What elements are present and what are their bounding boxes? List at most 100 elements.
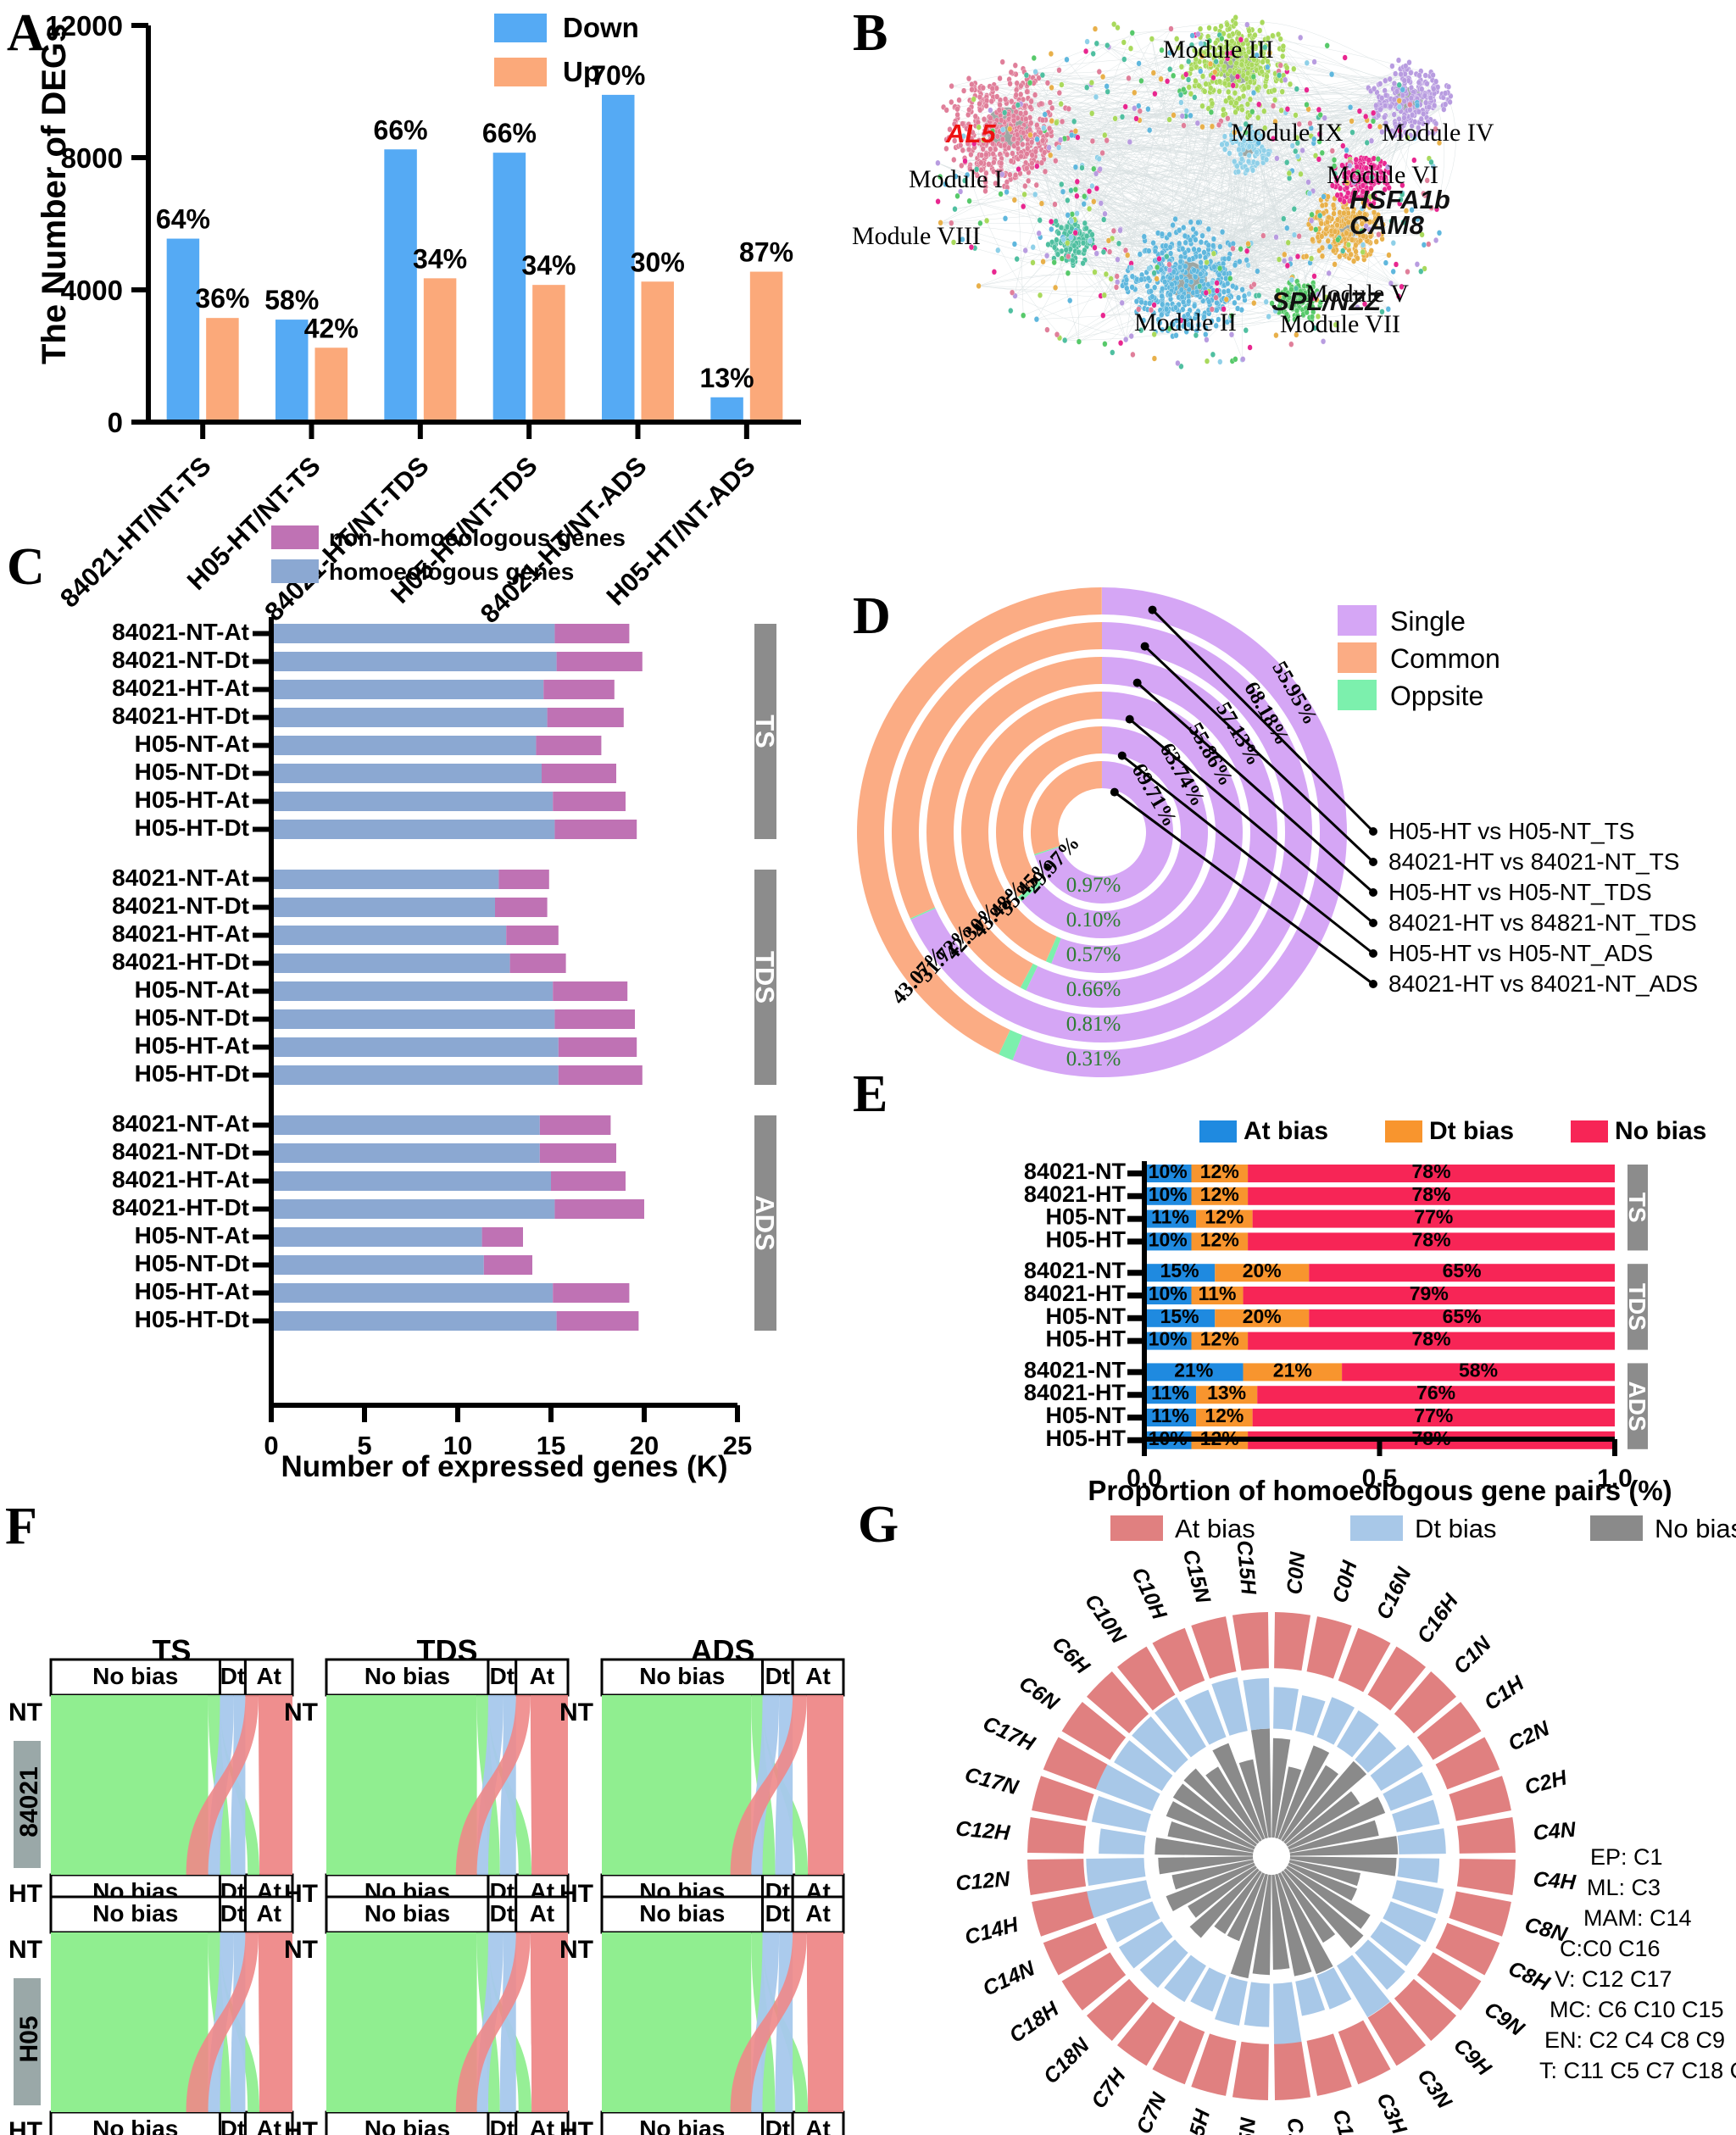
panel-c-label: C — [7, 538, 45, 596]
panel-c-group-label: TS — [750, 714, 780, 748]
panel-e-label: E — [853, 1065, 888, 1123]
panel-c-bar-non-homoeologous — [539, 1143, 616, 1163]
panel-g-sector-no-bias — [1289, 1836, 1399, 1856]
panel-c-xtick: 10 — [443, 1431, 472, 1460]
panel-d-ring-segment-common — [996, 726, 1102, 898]
panel-f-flow-ribbon — [730, 1932, 807, 2112]
panel-g-sector-no-bias — [1286, 1865, 1371, 1929]
panel-g-legend-label: Dt bias — [1415, 1514, 1496, 1543]
panel-g-sector-dt-bias — [1392, 1880, 1444, 1915]
panel-c-ytick-label: H05-HT-Dt — [135, 815, 249, 841]
panel-a-legend-swatch — [494, 58, 547, 86]
panel-d-ring-segment-common — [892, 622, 1102, 919]
panel-c-ytick-label: 84021-NT-Dt — [112, 892, 249, 919]
panel-e-bar-value: 77% — [1414, 1404, 1453, 1426]
panel-d-callout-label: 84021-HT vs 84021-NT_TS — [1388, 848, 1679, 875]
panel-b-label: B — [853, 4, 888, 62]
panel-g-sector-label: C4H — [1533, 1867, 1577, 1894]
panel-c-ytick-label: 84021-HT-At — [112, 675, 249, 701]
panel-e-bar-value: 20% — [1243, 1259, 1282, 1282]
panel-c-ytick-label: H05-NT-Dt — [135, 1004, 249, 1031]
panel-e-bar-no — [1342, 1363, 1615, 1382]
panel-g-sector-label: C2H — [1522, 1765, 1570, 1799]
panel-g-sector-no-bias — [1230, 1873, 1268, 1979]
panel-c-bar-homoeologous — [271, 1009, 555, 1029]
panel-f-node-box — [600, 1658, 765, 1697]
panel-g-sector-no-bias — [1289, 1856, 1397, 1876]
panel-f-node-label: At — [805, 2116, 831, 2135]
panel-g-sector-dt-bias — [1114, 1740, 1173, 1791]
panel-b-module-label: Module VI — [1327, 161, 1438, 189]
panel-d-opposite-pct: 0.57% — [1066, 943, 1121, 966]
panel-g-sector-label: C18N — [1039, 2033, 1095, 2089]
panel-e-bar-dt — [1191, 1232, 1249, 1251]
panel-f-stage-label-nt: NT — [284, 1699, 318, 1726]
panel-f-flow-ribbon — [186, 1932, 259, 2112]
panel-c-expressed-genes: C 84021-NT-At 84021-NT-Dt 84021-HT-At 84021… — [0, 475, 848, 1492]
panel-e-svg: At bias Dt bias No bias 10% 12% 78% 10% 12% 78%… — [1024, 1117, 1706, 1506]
panel-c-bar-non-homoeologous — [539, 1115, 611, 1135]
panel-f-flow-ribbon — [258, 1932, 292, 2112]
panel-f-flow-ribbon — [806, 1695, 843, 1875]
panel-c-bar-homoeologous — [271, 652, 557, 671]
panel-g-sector-dt-bias — [1383, 1771, 1433, 1811]
panel-a-ytick: 12000 — [45, 10, 123, 42]
panel-e-bar-value: 77% — [1414, 1206, 1453, 1228]
panel-g-sector-at-bias — [1043, 1922, 1108, 1976]
panel-a-down-pct: 64% — [156, 204, 210, 235]
panel-g-sector-at-bias — [1232, 1612, 1269, 1671]
panel-a-legend-label: Up — [563, 56, 600, 87]
panel-c-ytick-label: H05-NT-At — [135, 731, 249, 757]
panel-g-sector-at-bias — [1116, 1646, 1176, 1711]
panel-a-bar-down — [384, 149, 417, 422]
panel-g-sector-at-bias — [1152, 2020, 1205, 2085]
panel-d-ring-segment-common — [1031, 761, 1102, 854]
panel-g-sector-dt-bias — [1295, 1695, 1326, 1736]
panel-g-sector-at-bias — [1086, 1671, 1149, 1734]
panel-b-gene-label: SPL/NZZ — [1271, 286, 1382, 316]
panel-f-flow-ribbon — [806, 1932, 843, 2112]
panel-g-sector-no-bias — [1212, 1743, 1266, 1840]
panel-a-up-pct: 34% — [521, 250, 576, 281]
panel-e-bar-at — [1144, 1232, 1192, 1251]
panel-d-ring-segment-opposite — [999, 1030, 1023, 1061]
panel-e-group-label: TS — [1624, 1193, 1650, 1223]
panel-g-sector-no-bias — [1288, 1796, 1386, 1850]
panel-c-bar-non-homoeologous — [483, 1255, 532, 1275]
panel-c-bar-homoeologous — [271, 1283, 554, 1303]
panel-g-sector-at-bias — [1191, 1616, 1237, 1679]
panel-d-ring-segment-single — [1026, 657, 1277, 1008]
panel-c-bar-homoeologous — [271, 1255, 484, 1275]
panel-g-sector-label: C16N — [1372, 1563, 1416, 1623]
panel-a-bar-up — [641, 281, 674, 422]
panel-g-sector-dt-bias — [1355, 1731, 1397, 1773]
panel-g-sector-at-bias — [1032, 1891, 1094, 1937]
panel-f-stage-label-ht: HT — [284, 2117, 318, 2135]
panel-g-sector-dt-bias — [1211, 1677, 1248, 1736]
panel-g-sector-dt-bias — [1184, 1689, 1227, 1745]
panel-g-sector-dt-bias — [1243, 1677, 1270, 1731]
panel-e-bar-value: 58% — [1459, 1359, 1498, 1381]
panel-d-opposite-pct: 0.66% — [1066, 978, 1121, 1001]
panel-c-bar-homoeologous — [271, 624, 555, 643]
panel-f-row-title: H05 — [15, 2015, 43, 2062]
panel-e-bar-at — [1144, 1209, 1197, 1228]
panel-g-sector-label: C5N — [1233, 2116, 1260, 2135]
panel-g-sector-at-bias — [1367, 2001, 1427, 2066]
panel-e-legend-label: At bias — [1244, 1117, 1328, 1145]
panel-f-node-label: At — [805, 1900, 831, 1927]
panel-g-sector-dt-bias — [1370, 1921, 1422, 1966]
panel-c-bar-homoeologous — [271, 926, 507, 945]
panel-c-xtick: 20 — [630, 1431, 659, 1460]
panel-g-sector-at-bias — [1435, 1737, 1500, 1790]
panel-c-bar-homoeologous — [271, 820, 555, 839]
panel-g-sector-dt-bias — [1085, 1880, 1151, 1919]
panel-f-stage-label-nt: NT — [559, 1936, 593, 1964]
panel-g-sector-at-bias — [1116, 2001, 1176, 2066]
panel-c-ytick-label: 84021-NT-Dt — [112, 1138, 249, 1165]
panel-c-svg: 84021-NT-At84021-NT-Dt84021-HT-At84021-H… — [112, 525, 780, 1483]
panel-f-node-label: No bias — [364, 2116, 450, 2135]
panel-e-bar-value: 65% — [1443, 1305, 1482, 1327]
panel-d-callout-label: H05-HT vs H05-NT_TDS — [1388, 879, 1652, 905]
panel-c-bar-homoeologous — [271, 954, 510, 973]
